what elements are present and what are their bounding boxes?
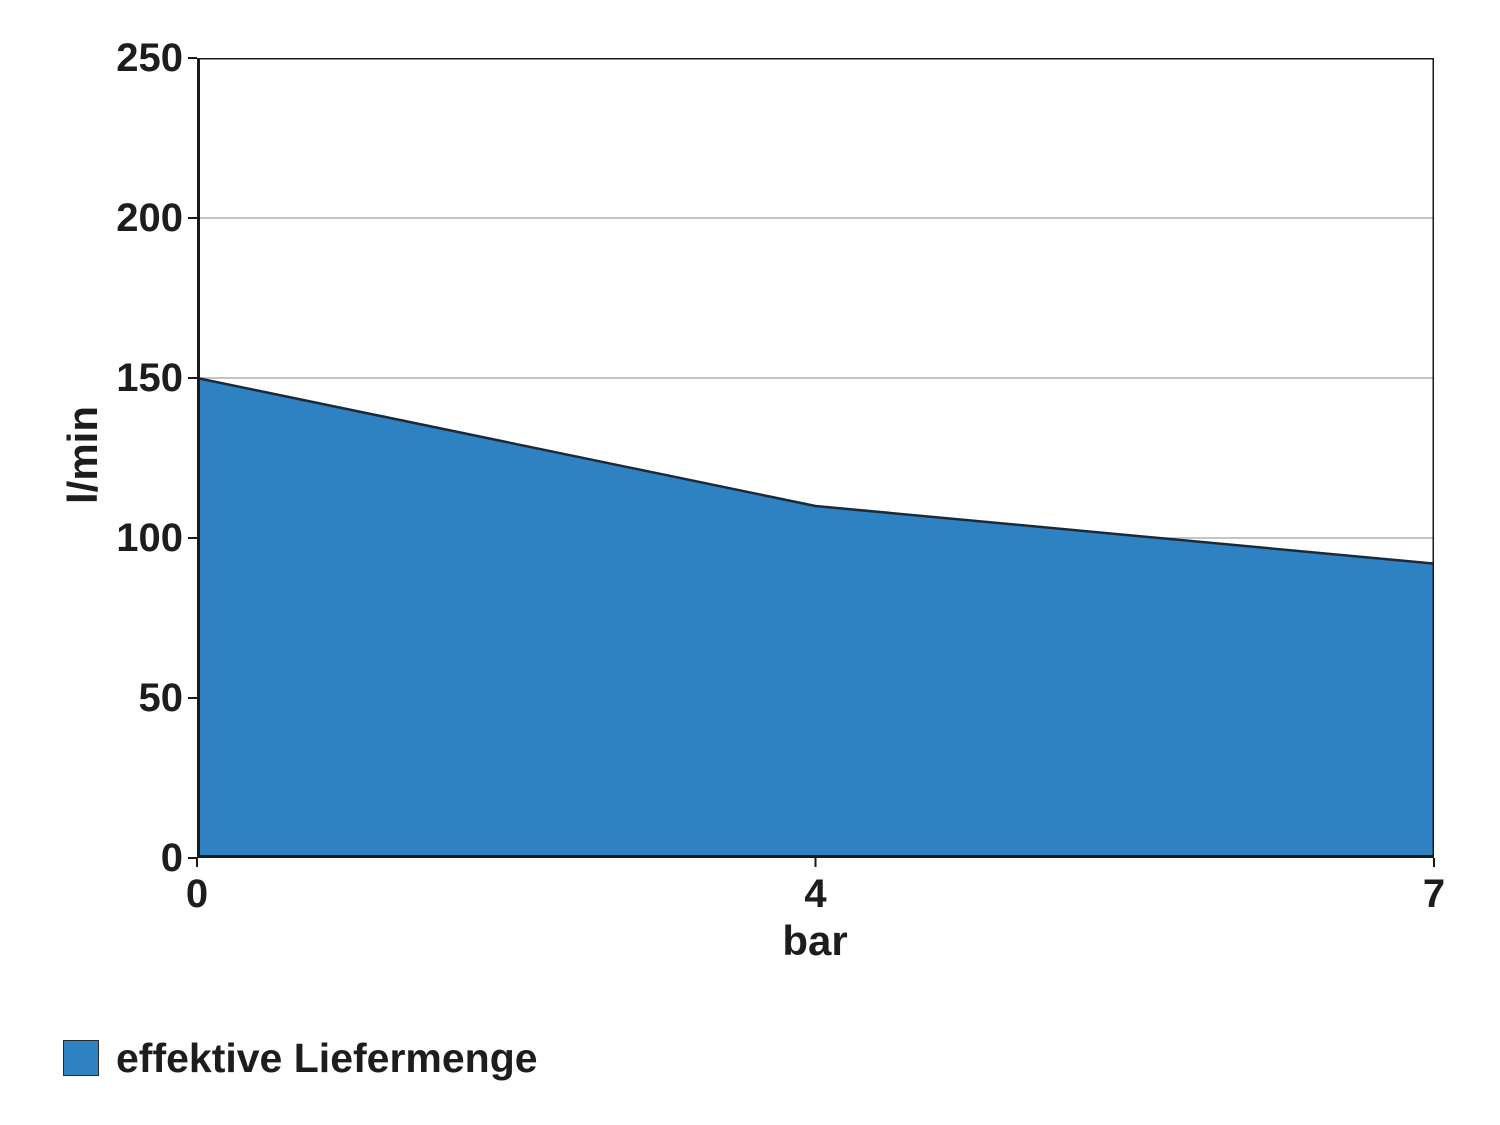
y-tick-label-250: 250	[116, 36, 183, 80]
legend-label: effektive Liefermenge	[116, 1035, 538, 1081]
x-tick-label-4: 4	[804, 872, 827, 916]
x-tick-label-0: 0	[185, 872, 209, 916]
y-tick-label-100: 100	[116, 516, 183, 560]
legend: effektive Liefermenge	[63, 1036, 538, 1080]
x-tick-label-7: 7	[1422, 872, 1446, 916]
x-axis-title: bar	[782, 917, 848, 964]
y-tick-label-50: 50	[138, 676, 184, 720]
plot-area	[188, 57, 1435, 867]
area-chart-svg	[188, 57, 1435, 867]
y-tick-label-0: 0	[160, 836, 183, 880]
legend-swatch	[63, 1040, 99, 1076]
y-tick-label-200: 200	[116, 196, 183, 240]
y-tick-label-150: 150	[116, 356, 183, 400]
